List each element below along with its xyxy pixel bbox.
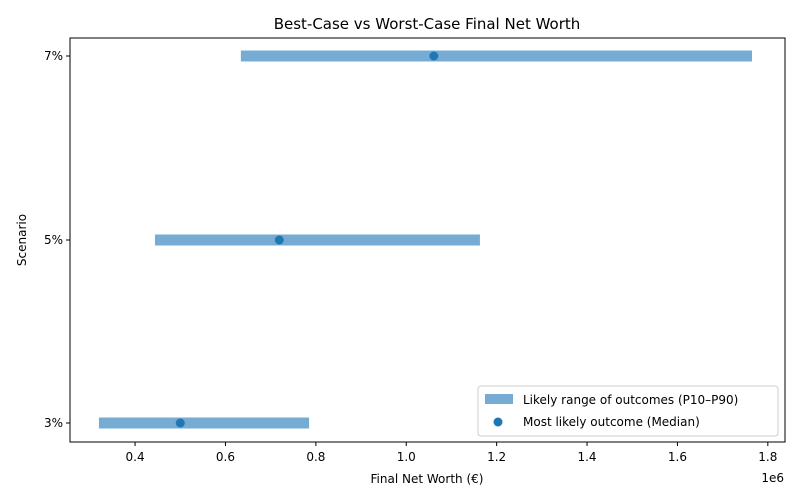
y-axis-label: Scenario [15,214,29,266]
y-tick-label: 7% [44,49,63,63]
median-point-7% [429,51,439,61]
x-tick-label: 0.4 [126,450,145,464]
x-offset-label: 1e6 [761,471,784,485]
x-tick-label: 0.8 [306,450,325,464]
x-tick-label: 1.4 [577,450,596,464]
x-tick-label: 1.6 [668,450,687,464]
y-tick-label: 3% [44,416,63,430]
legend-label-range: Likely range of outcomes (P10–P90) [523,393,738,407]
chart-title: Best-Case vs Worst-Case Final Net Worth [274,15,581,33]
median-point-5% [274,235,284,245]
median-point-3% [175,418,185,428]
legend-box [477,385,779,437]
x-tick-label: 1.2 [487,450,506,464]
legend: Likely range of outcomes (P10–P90) Most … [477,385,779,437]
x-tick-label: 1.0 [397,450,416,464]
x-tick-label: 1.8 [758,450,777,464]
legend-swatch-range [485,394,513,404]
range-bar-5% [154,234,480,246]
range-bar-7% [240,50,753,62]
legend-swatch-median [493,417,503,427]
x-axis-label: Final Net Worth (€) [371,472,484,486]
x-tick-label: 0.6 [216,450,235,464]
y-tick-label: 5% [44,233,63,247]
range-bar-3% [98,417,310,429]
legend-label-median: Most likely outcome (Median) [523,415,700,429]
